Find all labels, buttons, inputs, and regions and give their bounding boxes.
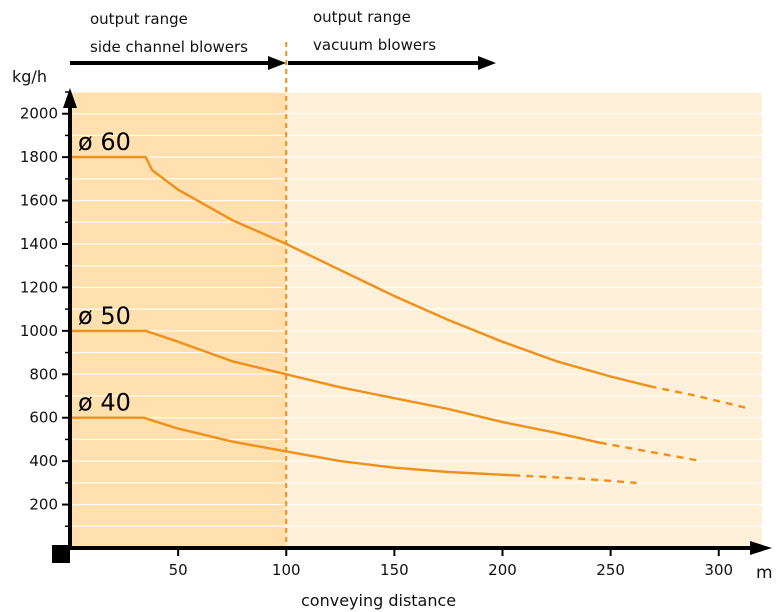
origin-marker	[52, 545, 70, 563]
y-axis-arrow-icon	[63, 88, 77, 108]
vacuum-arrow-head	[478, 56, 496, 70]
side-channel-arrow-head	[268, 56, 286, 70]
x-axis-arrow-icon	[750, 541, 772, 555]
axes	[63, 88, 772, 555]
x-axis-label: conveying distance	[301, 591, 456, 610]
y-tick-label-1200: 1200	[20, 278, 58, 296]
zone-vacuum	[286, 92, 762, 548]
series-60-label: ø 60	[78, 128, 131, 156]
y-tick-label-1600: 1600	[20, 192, 58, 210]
y-tick-label-1400: 1400	[20, 235, 58, 253]
y-tick-label-800: 800	[29, 365, 58, 383]
side-channel-label-line2: side channel blowers	[90, 38, 248, 56]
series-group: ø 60 ø 50 ø 40	[68, 128, 752, 485]
series-40-line	[68, 416, 515, 477]
y-tick-label-600: 600	[29, 409, 58, 427]
x-tick-label-200: 200	[488, 561, 517, 579]
vacuum-label-line2: vacuum blowers	[313, 36, 436, 54]
y-tick-label-1800: 1800	[20, 148, 58, 166]
series-50-dashed-extension	[599, 441, 702, 463]
y-tick-label-200: 200	[29, 496, 58, 514]
series-60-dashed-extension	[649, 385, 752, 411]
y-tick-label-2000: 2000	[20, 105, 58, 123]
series-50-line	[68, 329, 601, 444]
zone-side-channel	[70, 92, 287, 548]
x-tick-label-150: 150	[380, 561, 409, 579]
x-axis-unit: m	[756, 563, 773, 583]
y-tick-label-1000: 1000	[20, 322, 58, 340]
x-tick-label-300: 300	[704, 561, 733, 579]
vacuum-label-line1: output range	[313, 8, 411, 26]
y-tick-label-400: 400	[29, 452, 58, 470]
gridlines	[70, 91, 762, 527]
x-tick-label-100: 100	[272, 561, 301, 579]
header-annotations: output range side channel blowers output…	[70, 8, 496, 70]
series-40-dashed-extension	[513, 474, 637, 485]
side-channel-label-line1: output range	[90, 10, 188, 28]
x-tick-label-250: 250	[596, 561, 625, 579]
series-50-label: ø 50	[78, 302, 131, 330]
ticks: 200 400 600 800 1000 1200 1400 1600 1800 2000 50 10…	[20, 91, 733, 579]
y-axis-label: kg/h	[12, 67, 47, 86]
series-40-label: ø 40	[78, 389, 131, 417]
x-tick-label-50: 50	[169, 561, 188, 579]
series-60-line	[68, 155, 651, 388]
zones	[70, 92, 762, 548]
